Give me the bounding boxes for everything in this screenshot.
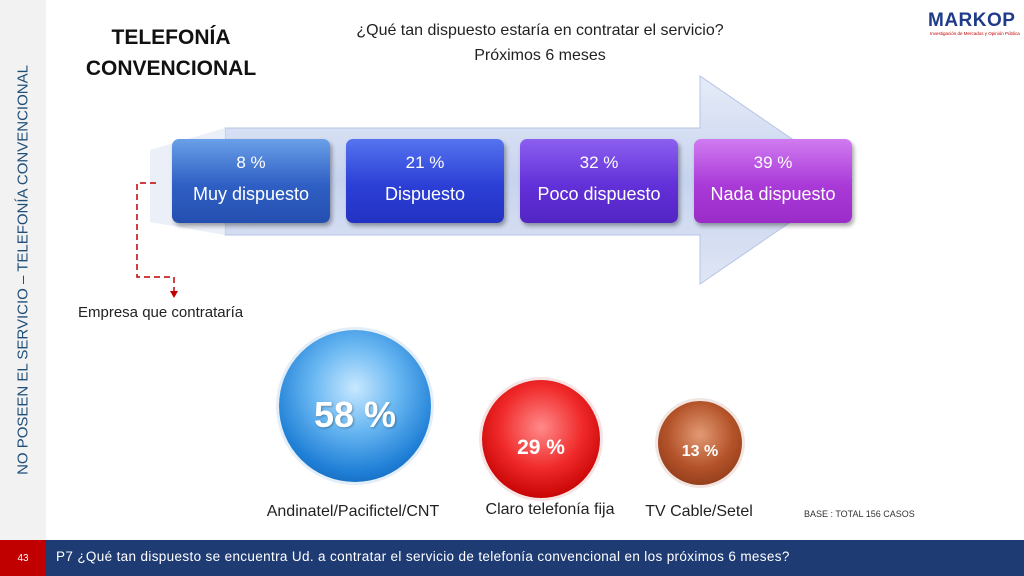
company-label-claro: Claro telefonía fija: [485, 501, 615, 518]
disposition-box-nada-dispuesto: 39 % Nada dispuesto: [694, 139, 852, 223]
base-note: BASE : TOTAL 156 CASOS: [804, 509, 915, 519]
bubble-tvcable: 13 %: [658, 401, 742, 485]
disposition-label: Dispuesto: [384, 184, 466, 204]
question-header: ¿Qué tan dispuesto estaría en contratar …: [330, 18, 750, 68]
empresa-label: Empresa que contrataría: [78, 304, 244, 321]
disposition-label: Poco dispuesto: [537, 184, 661, 204]
disposition-percent: 39 %: [753, 153, 793, 172]
disposition-box-muy-dispuesto: 8 % Muy dispuesto: [172, 139, 330, 223]
disposition-label: Muy dispuesto: [192, 184, 310, 204]
markop-logo: MARKOP Investigación de Mercados y Opini…: [928, 10, 1020, 36]
logo-text: MARKOP: [928, 10, 1016, 31]
disposition-percent: 8 %: [236, 153, 266, 172]
question-line-2: Próximos 6 meses: [474, 47, 606, 64]
logo-tagline: Investigación de Mercados y Opinión Públ…: [930, 31, 1020, 36]
bubble-claro: 29 %: [482, 380, 600, 498]
sidebar-panel: NO POSEEN EL SERVICIO – TELEFONÍA CONVEN…: [0, 0, 46, 540]
company-label-tvcable: TV Cable/Setel: [645, 503, 753, 520]
disposition-box-dispuesto: 21 % Dispuesto: [346, 139, 504, 223]
slide-title: TELEFONÍA CONVENCIONAL: [80, 22, 262, 84]
bubble-percent: 13 %: [681, 443, 719, 460]
disposition-label: Nada dispuesto: [710, 184, 836, 204]
footer-bar: [0, 540, 1024, 576]
bubble-percent: 58 %: [313, 394, 397, 435]
question-line-1: ¿Qué tan dispuesto estaría en contratar …: [356, 22, 724, 39]
bubble-percent: 29 %: [517, 436, 565, 459]
disposition-percent: 21 %: [405, 153, 445, 172]
footer-question: P7 ¿Qué tan dispuesto se encuentra Ud. a…: [56, 549, 790, 564]
bubble-andinatel: 58 %: [279, 330, 431, 482]
title-line-1: TELEFONÍA: [111, 26, 231, 49]
company-label-andinatel: Andinatel/Pacifictel/CNT: [266, 503, 440, 520]
title-line-2: CONVENCIONAL: [85, 57, 257, 80]
disposition-box-poco-dispuesto: 32 % Poco dispuesto: [520, 139, 678, 223]
disposition-percent: 32 %: [579, 153, 619, 172]
page-number-badge: 43: [0, 540, 46, 576]
